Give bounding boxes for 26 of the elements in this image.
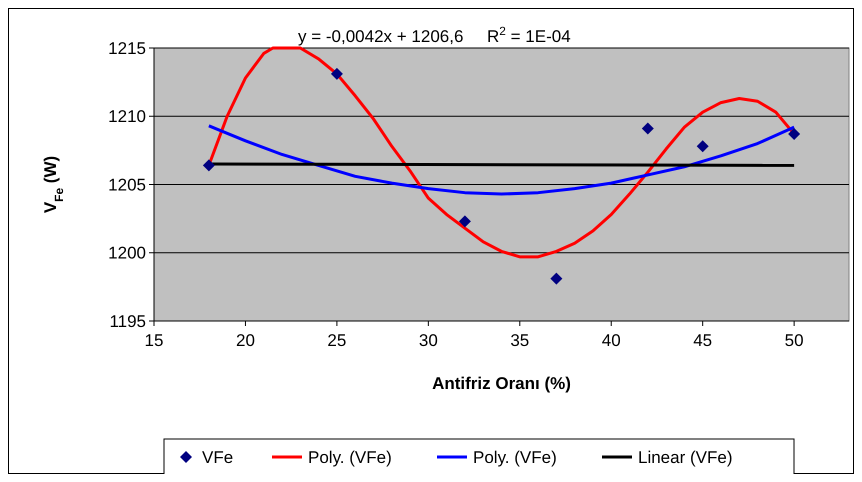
y-tick-label: 1210 xyxy=(108,107,146,126)
point xyxy=(550,272,562,285)
x-tick-label: 20 xyxy=(236,331,255,350)
point xyxy=(788,128,800,140)
x-tick-label: 50 xyxy=(784,331,804,350)
x-tick-label: 35 xyxy=(510,331,530,350)
x-tick-label: 30 xyxy=(418,331,438,350)
y-tick-label: 1215 xyxy=(108,38,146,58)
x-axis-title: Antifriz Oranı (%) xyxy=(432,374,571,393)
legend-label: VFe xyxy=(202,448,234,467)
point xyxy=(202,159,215,172)
legend-label: Poly. (VFe) xyxy=(473,448,557,467)
y-tick-label: 1195 xyxy=(109,312,146,331)
legend-label: Poly. (VFe) xyxy=(308,448,392,467)
point xyxy=(458,215,471,228)
point xyxy=(696,140,709,152)
x-tick-label: 25 xyxy=(327,331,346,350)
y-tick-label: 1205 xyxy=(108,175,146,194)
legend-label: Linear (VFe) xyxy=(638,448,732,467)
x-tick-label: 40 xyxy=(602,331,621,350)
x-tick-label: 15 xyxy=(144,331,164,350)
y-tick-label: 1200 xyxy=(108,244,146,263)
x-tick-label: 45 xyxy=(693,331,712,350)
point xyxy=(642,122,654,135)
text: y = -0,0042x + 1206,6 R$^{2}$ = 1E-04 xyxy=(298,24,571,46)
point xyxy=(330,68,343,80)
